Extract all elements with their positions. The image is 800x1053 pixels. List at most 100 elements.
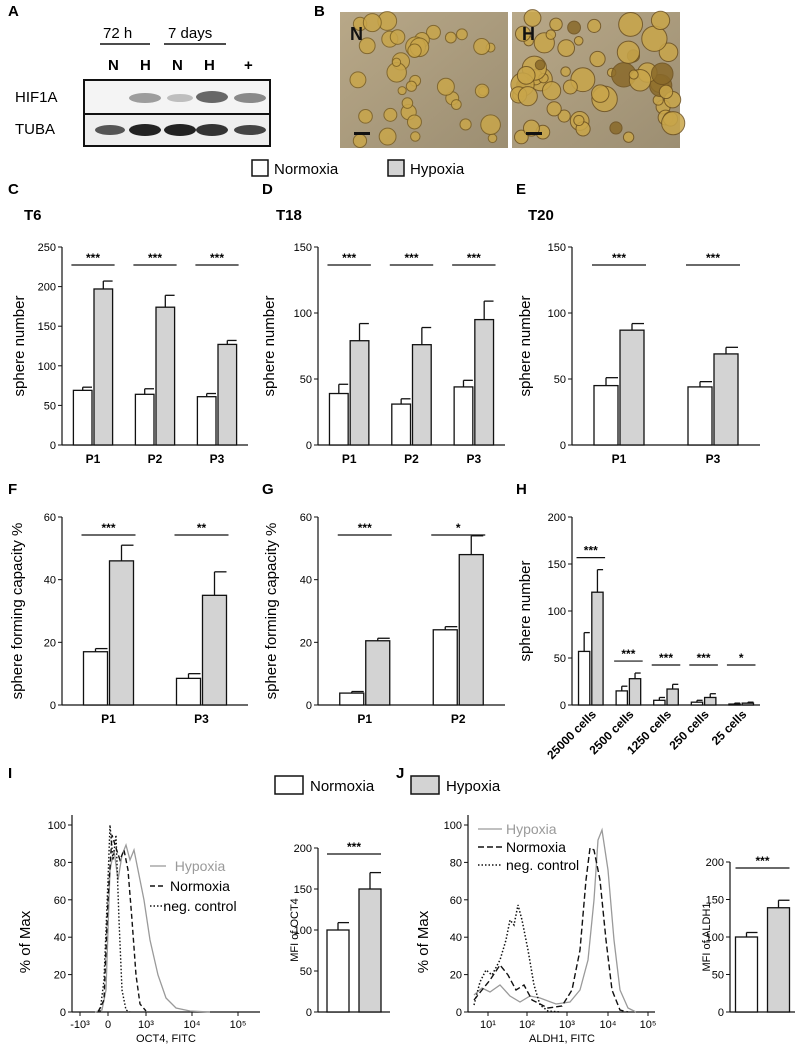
- sphere: [474, 83, 490, 99]
- blot-band: [129, 124, 161, 136]
- legend-label-normoxia: Normoxia: [274, 161, 339, 178]
- y-tick-label: 20: [450, 970, 462, 982]
- y-tick-label: 0: [560, 440, 566, 452]
- y-tick-label: 100: [294, 925, 312, 937]
- lane-label: N: [172, 57, 183, 74]
- legend-bottom: Normoxia Hypoxia: [274, 775, 501, 795]
- axis-label-y: MFI of ALDH1: [701, 902, 713, 971]
- sphere: [573, 35, 584, 46]
- y-tick-label: 0: [306, 440, 312, 452]
- x-tick-label: 10³: [559, 1019, 575, 1031]
- sphere: [562, 79, 578, 95]
- y-tick-label: 50: [554, 374, 566, 386]
- y-tick-label: 200: [38, 282, 56, 294]
- significance-label: ***: [621, 647, 635, 661]
- y-tick-label: 150: [548, 242, 566, 254]
- y-tick-label: 100: [548, 308, 566, 320]
- bar-normoxia: [82, 651, 109, 706]
- bar-normoxia: [196, 396, 217, 446]
- x-tick-label: -10³: [70, 1019, 90, 1031]
- y-tick-label: 200: [706, 857, 724, 869]
- x-ticks: 10¹ 10² 10³ 10⁴ 10⁵: [480, 1012, 656, 1031]
- trace-hypoxia: [94, 842, 211, 1013]
- x-ticks: -10³ 0 10³ 10⁴ 10⁵: [70, 1012, 246, 1031]
- y-tick-label: 60: [300, 512, 312, 524]
- scale-bar: [526, 132, 542, 135]
- category-label: P1: [612, 452, 627, 466]
- legend-swatch-normoxia: [251, 159, 269, 177]
- series-label-neg: neg. control: [163, 898, 236, 914]
- bar-hypoxia: [766, 907, 791, 1013]
- series-label-hypoxia: Hypoxia: [506, 821, 557, 837]
- y-ticks: 0 20 40 60 80 100: [444, 820, 468, 1019]
- panel-label-e: E: [516, 181, 526, 198]
- y-tick-label: 60: [44, 512, 56, 524]
- sphere: [650, 62, 674, 86]
- bar-hypoxia: [703, 696, 717, 706]
- legend-swatch-hypoxia: [410, 775, 440, 795]
- series-label-hypoxia: Hypoxia: [175, 858, 226, 874]
- bar-normoxia: [175, 677, 202, 706]
- bar-normoxia: [72, 389, 93, 446]
- y-tick-label: 40: [300, 575, 312, 587]
- x-tick-label: 10⁵: [230, 1019, 247, 1031]
- significance-label: ***: [86, 251, 100, 265]
- sphere: [546, 101, 562, 117]
- category-label: P2: [404, 452, 419, 466]
- sphere: [349, 71, 367, 89]
- axis-label-x: ALDH1, FITC: [529, 1033, 595, 1045]
- spheres-normoxia: [349, 11, 501, 148]
- bar-normoxia: [326, 929, 350, 1013]
- blot-group-72h: 72 h: [103, 25, 132, 42]
- category-label: P3: [210, 452, 225, 466]
- chart-c: T6 sphere number 0 50 100 150 200 250 *** P1 *** P2…: [11, 207, 248, 466]
- y-tick-label: 200: [294, 843, 312, 855]
- bar-hypoxia: [108, 560, 135, 706]
- axis-label-y: sphere forming capacity %: [9, 523, 26, 700]
- significance-label: ***: [706, 251, 720, 265]
- significance-label: ***: [659, 651, 673, 665]
- axis-label-x: OCT4, FITC: [136, 1033, 196, 1045]
- y-tick-label: 20: [44, 637, 56, 649]
- axis-label-y: sphere number: [517, 296, 534, 397]
- bar-hypoxia: [155, 306, 176, 446]
- panel-label-f: F: [8, 481, 17, 498]
- significance-label: ***: [347, 840, 361, 854]
- y-tick-label: 0: [560, 700, 566, 712]
- spheres-hypoxia: [509, 9, 686, 145]
- chart-i_mfi: MFI of OCT4 0 50 100 150 200 ***: [289, 840, 390, 1019]
- x-tick-label: 10⁴: [600, 1019, 617, 1031]
- sphere: [541, 81, 562, 101]
- sphere: [407, 43, 422, 58]
- sphere: [480, 114, 501, 135]
- y-tick-label: 0: [718, 1007, 724, 1019]
- bar-hypoxia: [713, 353, 739, 446]
- scale-bar: [354, 132, 370, 135]
- sphere: [487, 133, 498, 144]
- y-tick-label: 50: [712, 970, 724, 982]
- sphere: [426, 24, 441, 40]
- category-label: 25000 cells: [544, 707, 599, 762]
- bar-normoxia: [653, 699, 666, 706]
- chart-title: T6: [24, 207, 42, 224]
- category-label: 25 cells: [709, 707, 750, 748]
- bar-hypoxia: [741, 702, 755, 706]
- x-tick-label: 10²: [519, 1019, 535, 1031]
- category-label: P3: [466, 452, 481, 466]
- micrograph-label-n: N: [350, 24, 363, 44]
- bar-hypoxia: [458, 553, 484, 706]
- blot-band: [234, 93, 266, 103]
- y-tick-label: 100: [548, 606, 566, 618]
- bar-normoxia: [728, 703, 741, 706]
- bar-hypoxia: [474, 318, 495, 446]
- y-tick-label: 20: [54, 970, 66, 982]
- chart-h: sphere number 0 50 100 150 200 *** 25000 cells *…: [517, 512, 760, 762]
- category-label: P1: [357, 712, 372, 726]
- x-tick-label: 10⁵: [640, 1019, 657, 1031]
- blot-band: [234, 125, 266, 135]
- sphere: [362, 13, 382, 33]
- chart-e: T20 sphere number 0 50 100 150 *** P1 *** P3: [517, 207, 760, 466]
- bar-hypoxia: [666, 688, 679, 706]
- lane-label: N: [108, 57, 119, 74]
